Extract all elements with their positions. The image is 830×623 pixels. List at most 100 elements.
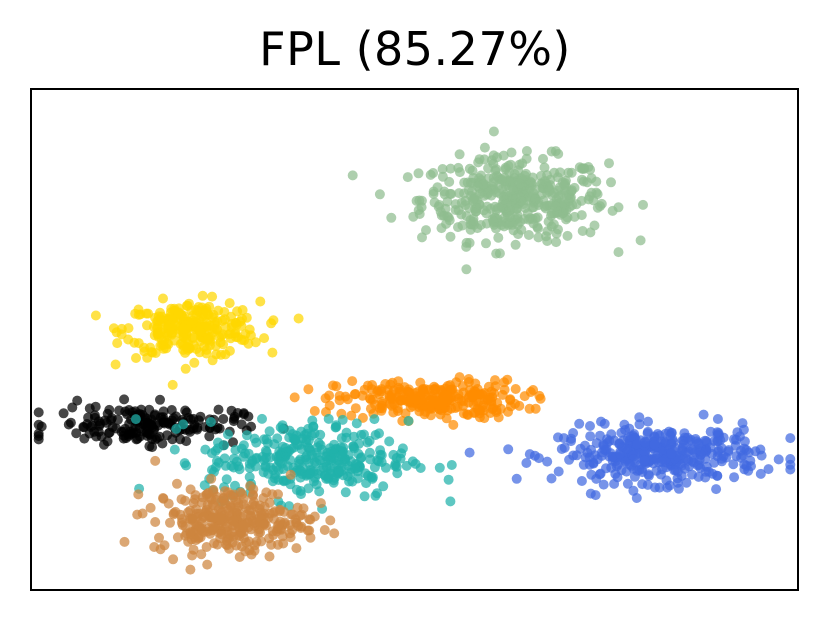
scatter-point-series-1	[167, 379, 178, 390]
scatter-point-series-0	[519, 170, 530, 181]
scatter-point-series-6	[206, 473, 217, 484]
scatter-point-series-2	[350, 403, 361, 414]
scatter-point-series-2	[309, 406, 320, 416]
scatter-point-series-5	[257, 451, 268, 462]
scatter-point-series-1	[189, 357, 200, 368]
scatter-point-series-0	[417, 232, 427, 243]
scatter-point-series-3	[688, 452, 699, 463]
scatter-point-series-5	[229, 453, 239, 464]
scatter-point-series-6	[304, 525, 315, 536]
scatter-point-series-0	[595, 201, 606, 212]
scatter-point-series-6	[238, 520, 249, 531]
scatter-point-series-4	[79, 433, 90, 444]
scatter-point-series-4	[112, 414, 123, 425]
scatter-point-series-3	[713, 436, 723, 447]
scatter-point-series-3	[687, 469, 697, 480]
scatter-point-series-0	[592, 189, 603, 200]
scatter-point-series-6	[295, 510, 306, 521]
scatter-point-series-2	[497, 389, 508, 400]
scatter-point-series-1	[266, 318, 277, 329]
scatter-point-series-3	[628, 485, 639, 496]
scatter-point-series-6	[150, 455, 161, 466]
scatter-point-series-6	[149, 542, 160, 552]
scatter-point-series-3	[743, 447, 754, 458]
scatter-point-series-5	[336, 450, 347, 461]
scatter-point-series-5	[348, 441, 359, 452]
scatter-point-series-3	[588, 458, 599, 469]
scatter-point-series-5	[210, 462, 221, 473]
scatter-point-series-3	[785, 459, 796, 470]
scatter-point-series-1	[198, 313, 209, 324]
scatter-point-series-6	[168, 554, 179, 565]
scatter-point-series-0	[493, 232, 504, 243]
scatter-point-series-6	[150, 517, 161, 527]
scatter-point-series-6	[273, 489, 283, 500]
scatter-point-series-6	[201, 542, 212, 552]
scatter-point-series-0	[488, 217, 499, 228]
scatter-point-series-5	[269, 439, 280, 450]
scatter-point-series-2	[503, 406, 513, 417]
scatter-point-series-5	[375, 449, 386, 460]
scatter-point-series-0	[566, 185, 577, 196]
scatter-point-series-4	[228, 416, 239, 427]
scatter-point-series-2	[534, 390, 545, 401]
scatter-point-series-1	[170, 319, 181, 330]
scatter-point-series-5	[303, 483, 314, 494]
scatter-point-series-0	[421, 225, 431, 236]
scatter-point-series-5	[360, 468, 371, 479]
scatter-point-series-6	[325, 515, 336, 526]
scatter-point-series-5	[130, 414, 141, 425]
scatter-points	[33, 126, 796, 575]
scatter-point-series-5	[289, 434, 300, 445]
scatter-point-series-5	[264, 426, 275, 437]
scatter-point-series-4	[119, 394, 130, 405]
scatter-point-series-5	[323, 413, 334, 424]
scatter-point-series-5	[315, 429, 326, 440]
scatter-point-series-3	[709, 457, 720, 468]
scatter-point-series-4	[122, 409, 133, 420]
scatter-point-series-0	[437, 164, 448, 174]
scatter-point-series-1	[181, 342, 192, 353]
scatter-point-series-1	[146, 347, 157, 357]
scatter-point-series-5	[246, 457, 257, 468]
scatter-point-series-0	[516, 224, 527, 235]
scatter-point-series-2	[347, 376, 358, 387]
scatter-point-series-5	[223, 429, 233, 440]
scatter-point-series-0	[488, 173, 499, 183]
scatter-point-series-6	[185, 527, 196, 538]
scatter-point-series-2	[342, 394, 353, 405]
scatter-point-series-5	[355, 453, 366, 464]
scatter-point-series-0	[475, 188, 485, 199]
scatter-point-series-2	[328, 380, 338, 391]
scatter-point-series-5	[199, 480, 210, 491]
scatter-point-series-4	[155, 394, 165, 405]
scatter-point-series-6	[208, 522, 219, 533]
scatter-point-series-3	[598, 479, 609, 490]
scatter-point-series-6	[232, 505, 243, 516]
scatter-point-series-1	[259, 333, 270, 344]
scatter-point-series-0	[453, 205, 464, 216]
scatter-point-series-6	[187, 513, 198, 524]
scatter-point-series-2	[470, 378, 481, 389]
scatter-point-series-6	[319, 525, 330, 535]
scatter-point-series-3	[632, 439, 643, 450]
scatter-point-series-3	[607, 451, 618, 462]
scatter-point-series-0	[445, 231, 456, 242]
scatter-point-series-3	[755, 468, 766, 479]
scatter-point-series-1	[112, 338, 123, 349]
scatter-point-series-0	[502, 191, 513, 202]
scatter-point-series-2	[374, 389, 385, 400]
scatter-point-series-0	[571, 199, 582, 210]
scatter-point-series-1	[224, 298, 235, 309]
scatter-point-series-0	[411, 195, 422, 206]
scatter-point-series-0	[635, 235, 646, 246]
scatter-point-series-6	[304, 514, 315, 525]
scatter-point-series-6	[132, 509, 143, 520]
scatter-point-series-4	[33, 419, 44, 430]
scatter-point-series-6	[154, 532, 164, 543]
scatter-point-series-1	[194, 325, 205, 336]
scatter-point-series-5	[213, 437, 223, 448]
scatter-point-series-3	[596, 416, 606, 427]
scatter-point-series-0	[606, 177, 616, 188]
scatter-point-series-3	[624, 423, 635, 434]
